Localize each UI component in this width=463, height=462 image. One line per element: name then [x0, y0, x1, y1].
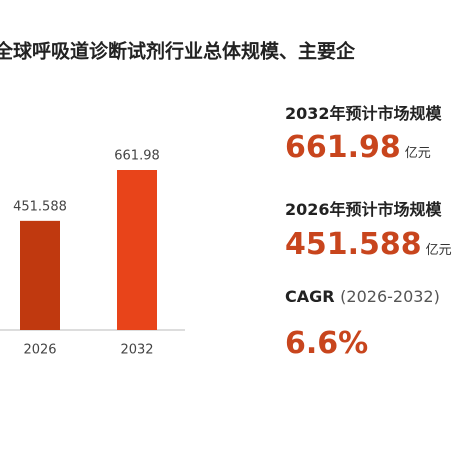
chart-title: 全球呼吸道诊断试剂行业总体规模、主要企: [0, 40, 356, 63]
bar: [117, 170, 157, 330]
stat-label: 2026年预计市场规模: [285, 200, 442, 219]
bar: [20, 220, 60, 330]
x-tick-label: 2032: [120, 343, 153, 358]
stat-unit: 亿元: [425, 243, 452, 258]
value-label: 451.588: [13, 199, 67, 214]
stat-label: 2032年预计市场规模: [285, 104, 442, 123]
stat-unit: 亿元: [404, 146, 431, 161]
x-tick-label: 2026: [23, 343, 56, 358]
cagr-label-row: CAGR (2026-2032): [285, 287, 440, 306]
cagr-label: CAGR: [285, 287, 335, 306]
stat-value: 451.588: [285, 227, 422, 262]
stat-value-row: 451.588 亿元: [285, 227, 452, 262]
cagr-value: 6.6%: [285, 326, 369, 361]
cagr-period: (2026-2032): [340, 287, 440, 306]
stat-value-row: 661.98 亿元: [285, 130, 431, 165]
value-label: 661.98: [114, 149, 160, 164]
stat-value: 661.98: [285, 130, 401, 165]
